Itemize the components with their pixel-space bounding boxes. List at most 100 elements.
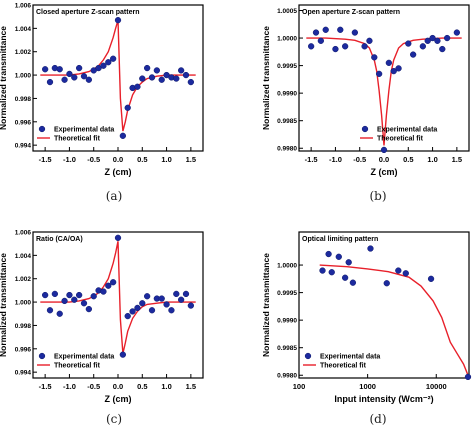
x-axis-label: Z (cm) [105, 394, 132, 404]
data-point [41, 66, 49, 73]
y-tick-label: 0.998 [15, 96, 32, 103]
panel-b-open-aperture: -1.5 -1.0 -0.5 0.0 0.5 1.0 1.5 0.9980 0.9985 0.99… [261, 4, 470, 177]
x-axis-label: Z (cm) [105, 167, 132, 177]
data-point [51, 290, 59, 298]
plot-frame [298, 231, 470, 379]
y-tick-label: 1.0000 [277, 263, 297, 270]
y-tick-label: 1.000 [15, 300, 32, 307]
data-point [371, 54, 378, 61]
fit-line [319, 264, 469, 376]
y-axis-label: Normalized transmittance [261, 26, 271, 130]
data-point [80, 73, 88, 80]
x-tick-label: 0.5 [403, 155, 413, 164]
data-point [385, 59, 393, 66]
data-point [148, 307, 156, 314]
data-point [100, 288, 107, 295]
data-point [114, 234, 122, 241]
data-point [134, 83, 141, 90]
data-point [143, 293, 151, 300]
data-point [41, 291, 49, 299]
x-tick-label: 0.0 [379, 155, 389, 164]
subcaption-d: (d) [369, 412, 386, 426]
x-tick-label: -0.5 [87, 382, 100, 391]
data-point [124, 104, 131, 111]
data-point [177, 296, 185, 303]
data-point [80, 300, 88, 307]
y-tick-label: 0.9990 [277, 318, 297, 325]
data-point [143, 64, 151, 72]
subcaption-c: (c) [106, 412, 122, 426]
x-axis-label: Z (cm) [371, 167, 398, 177]
data-point [419, 43, 427, 50]
data-point [405, 40, 412, 47]
data-point [424, 37, 431, 44]
data-point [325, 250, 332, 258]
legend-marker-icon [304, 352, 312, 360]
legend-label: Theoretical fit [320, 363, 367, 370]
data-point [124, 312, 131, 320]
x-tick-label: 1.0 [427, 155, 437, 164]
data-point [71, 296, 78, 303]
x-tick-label: 0.0 [113, 382, 123, 391]
data-point [328, 269, 335, 276]
data-point [312, 29, 320, 36]
data-point [119, 351, 127, 358]
data-point [56, 310, 63, 317]
data-point [109, 55, 117, 62]
data-point [114, 17, 122, 24]
y-tick-label: 0.994 [15, 370, 32, 377]
y-tick-label: 0.9995 [277, 63, 297, 70]
data-point [443, 34, 451, 42]
x-tick-label: 1.0 [161, 382, 171, 391]
data-point [134, 304, 141, 312]
data-point [351, 29, 359, 36]
data-point [177, 67, 185, 74]
data-point [375, 70, 383, 78]
chart-title: Open aperture Z-scan pattern [302, 9, 400, 16]
data-point [148, 74, 156, 81]
data-point [395, 267, 402, 274]
y-tick-label: 0.996 [15, 119, 32, 126]
y-tick-label: 1.002 [15, 276, 32, 283]
x-tick-label: 1.5 [186, 382, 196, 391]
data-point [332, 45, 339, 53]
data-point [71, 74, 78, 81]
y-tick-label: 0.9990 [277, 91, 297, 98]
y-tick-label: 1.004 [15, 253, 32, 260]
y-tick-label: 0.9995 [277, 290, 297, 297]
y-tick-label: 0.998 [15, 323, 32, 330]
data-point [464, 373, 472, 381]
x-tick-label: 0.5 [137, 382, 147, 391]
y-axis-label: Normalized transmittance [0, 253, 8, 357]
data-point [75, 291, 83, 299]
chart-title: Ratio (CA/OA) [36, 236, 83, 243]
data-point [56, 66, 63, 73]
data-point [46, 78, 54, 86]
data-point [90, 293, 97, 300]
x-tick-label: -1.0 [63, 155, 76, 164]
data-point [383, 280, 390, 287]
x-tick-label: 100 [293, 382, 306, 391]
data-point [349, 279, 357, 286]
data-point [187, 78, 195, 86]
x-tick-label: -1.5 [305, 155, 318, 164]
y-tick-label: 0.9980 [277, 146, 297, 153]
data-point [366, 37, 373, 44]
x-tick-label: -0.5 [353, 155, 366, 164]
data-point [439, 45, 446, 53]
y-axis-label: Normalized transmittance [0, 26, 8, 130]
data-point [409, 51, 417, 58]
data-point [182, 290, 190, 298]
data-point [390, 67, 397, 75]
data-point [395, 65, 402, 72]
y-tick-label: 1.006 [15, 230, 32, 237]
data-point [100, 62, 107, 69]
data-point [173, 290, 180, 298]
data-point [85, 76, 93, 83]
data-point [434, 37, 441, 44]
legend-label: Experimental data [54, 354, 114, 361]
y-tick-label: 1.0005 [277, 8, 297, 15]
y-tick-label: 0.9985 [277, 118, 297, 125]
data-point [361, 43, 368, 50]
y-tick-label: 1.0000 [277, 36, 297, 43]
